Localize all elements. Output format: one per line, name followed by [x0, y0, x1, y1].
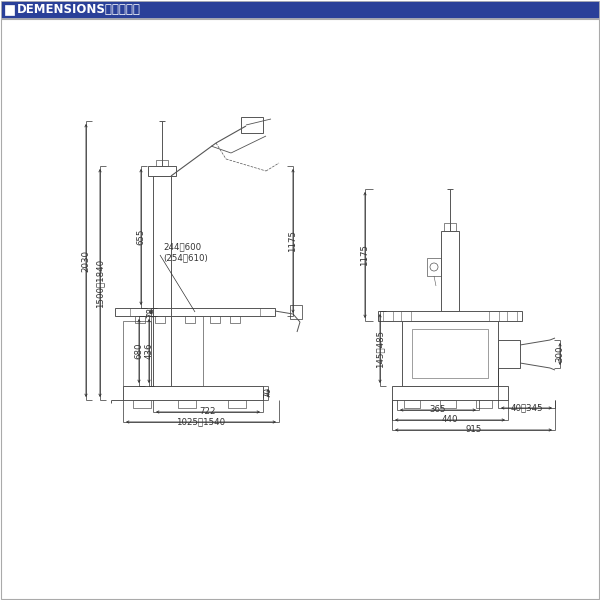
- Text: 1500〜1840: 1500〜1840: [95, 259, 104, 308]
- Text: DEMENSIONS（寸法図）: DEMENSIONS（寸法図）: [17, 3, 141, 16]
- Bar: [383, 311, 393, 321]
- Bar: [498, 340, 520, 368]
- Text: 70: 70: [263, 388, 272, 398]
- Bar: [241, 117, 263, 133]
- Bar: [476, 400, 492, 408]
- Bar: [441, 231, 459, 311]
- Bar: [507, 311, 517, 321]
- Bar: [412, 329, 488, 378]
- Text: 1175: 1175: [361, 244, 370, 266]
- Bar: [290, 305, 302, 319]
- Bar: [230, 316, 240, 323]
- Bar: [444, 223, 456, 231]
- Bar: [210, 316, 220, 323]
- Text: 2030: 2030: [82, 250, 91, 271]
- Bar: [178, 400, 196, 408]
- Bar: [135, 316, 145, 323]
- Bar: [392, 386, 508, 400]
- Bar: [133, 400, 151, 408]
- Bar: [115, 308, 275, 316]
- Bar: [404, 400, 420, 408]
- Text: 1175: 1175: [289, 230, 298, 252]
- Bar: [228, 400, 246, 408]
- Text: 440: 440: [442, 415, 458, 425]
- Bar: [151, 316, 203, 386]
- Text: 244〜600
(254〜610): 244〜600 (254〜610): [163, 242, 208, 262]
- Text: 300: 300: [556, 346, 565, 362]
- Text: 365: 365: [430, 406, 446, 415]
- Bar: [123, 321, 151, 386]
- Bar: [123, 386, 263, 400]
- Bar: [1, 1, 599, 18]
- Bar: [489, 311, 499, 321]
- Bar: [401, 311, 411, 321]
- Text: 915: 915: [466, 425, 482, 434]
- Bar: [155, 316, 165, 323]
- Bar: [427, 258, 441, 276]
- Bar: [156, 160, 168, 166]
- Text: 145〜485: 145〜485: [376, 329, 385, 368]
- Text: 722: 722: [200, 407, 216, 416]
- Text: 40〜345: 40〜345: [510, 403, 543, 413]
- Bar: [440, 400, 456, 408]
- Bar: [153, 176, 171, 386]
- Text: 78: 78: [146, 307, 155, 317]
- Bar: [5, 5, 14, 15]
- Text: 655: 655: [137, 229, 146, 245]
- Text: 680: 680: [134, 343, 143, 359]
- Bar: [148, 166, 176, 176]
- Bar: [402, 321, 498, 386]
- Bar: [185, 316, 195, 323]
- Text: 436: 436: [145, 343, 154, 359]
- Bar: [378, 311, 522, 321]
- Text: 1025〜1540: 1025〜1540: [176, 418, 226, 427]
